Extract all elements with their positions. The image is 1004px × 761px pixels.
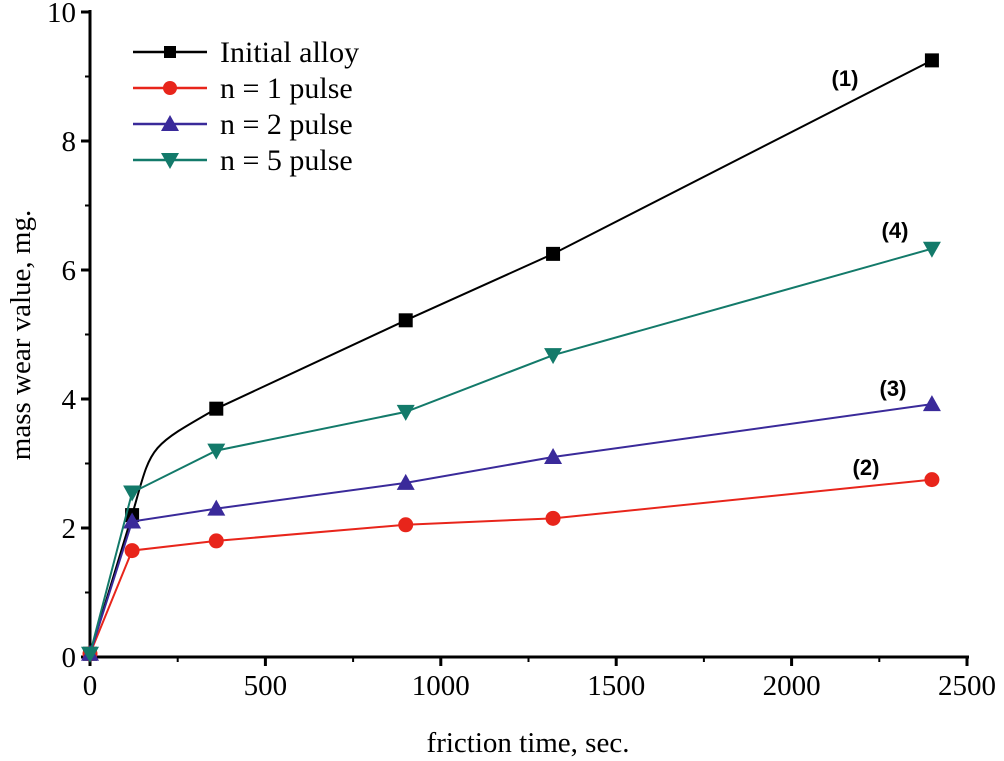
y-tick-label: 10 xyxy=(47,0,76,29)
series-3: (3) xyxy=(81,376,941,661)
data-point xyxy=(924,472,940,488)
x-tick-label: 2500 xyxy=(938,670,996,702)
x-tick-label: 0 xyxy=(83,670,98,702)
data-point xyxy=(546,246,561,261)
series-annotation: (4) xyxy=(882,218,909,243)
series-2: (2) xyxy=(82,455,940,662)
y-tick-label: 6 xyxy=(62,255,77,287)
x-tick-label: 1500 xyxy=(587,670,645,702)
data-point xyxy=(545,510,561,526)
series-line xyxy=(89,478,933,655)
series-4: (4) xyxy=(81,218,941,663)
data-point xyxy=(544,448,563,465)
data-point xyxy=(209,401,224,416)
data-point xyxy=(124,543,140,559)
x-tick-label: 1000 xyxy=(412,670,470,702)
data-point xyxy=(123,485,142,502)
data-point xyxy=(922,395,941,412)
axes: 0 500 1000 1500 2000 2500 0 2 4 6 8 10 xyxy=(47,0,996,702)
data-point xyxy=(208,533,224,549)
series-line xyxy=(89,403,933,655)
data-point xyxy=(396,473,415,490)
data-point xyxy=(398,313,413,328)
y-tick-label: 4 xyxy=(62,384,77,416)
series-layer: (1) (2) (3) (4) xyxy=(81,53,941,663)
data-point xyxy=(396,404,415,421)
data-point xyxy=(207,499,226,516)
legend-label: Initial alloy xyxy=(220,36,359,69)
data-point xyxy=(123,512,142,529)
series-line xyxy=(89,59,933,655)
data-point xyxy=(924,53,939,68)
data-point xyxy=(398,517,414,533)
legend-label: n = 2 pulse xyxy=(220,108,353,141)
data-point xyxy=(81,646,99,663)
series-1: (1) xyxy=(83,53,939,661)
legend-label: n = 5 pulse xyxy=(220,144,353,177)
series-line xyxy=(89,247,933,655)
y-tick-label: 0 xyxy=(62,642,77,674)
y-tick-label: 8 xyxy=(62,126,77,158)
x-axis-label: friction time, sec. xyxy=(427,727,630,759)
legend-marker xyxy=(161,153,179,169)
series-annotation: (2) xyxy=(853,455,880,480)
data-point xyxy=(544,348,563,365)
legend-marker xyxy=(163,81,177,95)
x-tick-label: 2000 xyxy=(763,670,821,702)
y-tick-label: 2 xyxy=(62,513,77,545)
series-annotation: (3) xyxy=(880,376,907,401)
series-annotation: (1) xyxy=(832,66,859,91)
legend-marker xyxy=(164,46,176,58)
data-point xyxy=(922,241,941,258)
legend-label: n = 1 pulse xyxy=(220,72,353,105)
data-point xyxy=(207,443,226,460)
x-tick-label: 500 xyxy=(244,670,288,702)
y-axis-label: mass wear value, mg. xyxy=(5,210,37,460)
legend-marker xyxy=(161,115,179,131)
